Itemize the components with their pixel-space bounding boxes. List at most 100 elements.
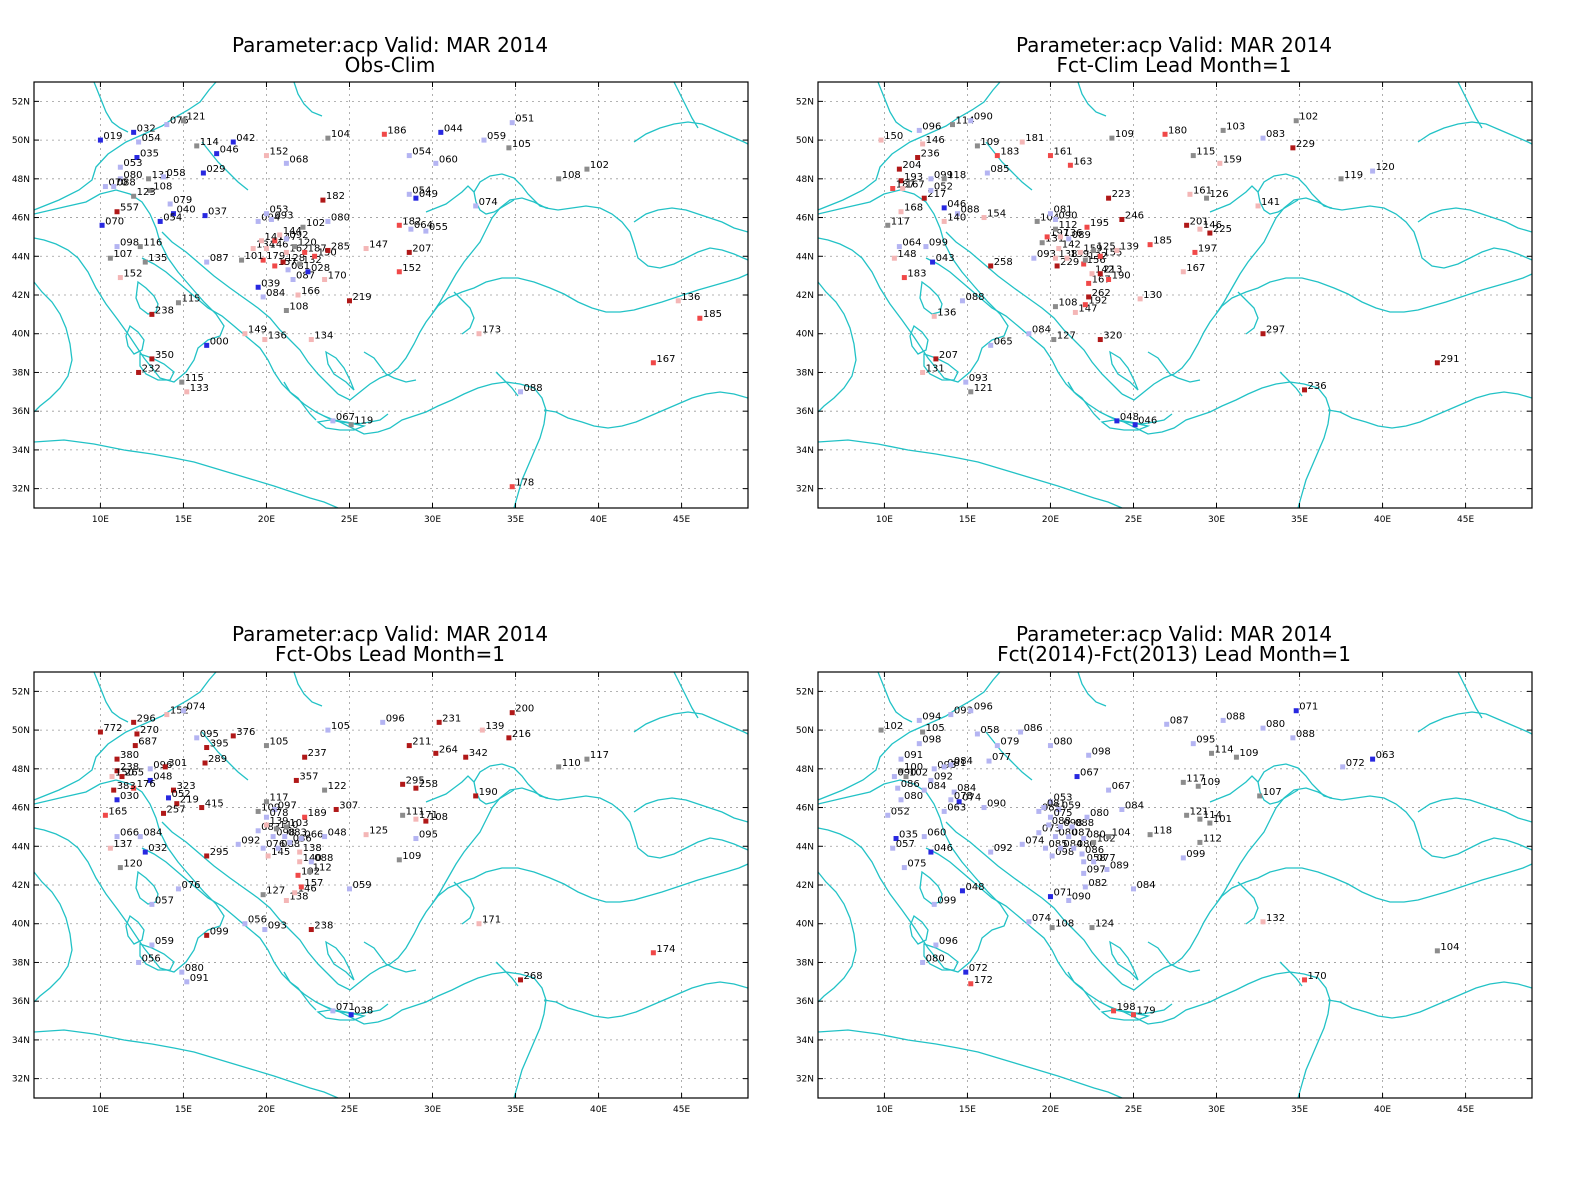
station-marker [330,1008,336,1014]
station-value-label: 170 [1308,971,1327,982]
station-marker [258,238,264,244]
lat-tick-label: 44N [796,252,814,262]
station-marker [473,793,479,799]
station-marker [1042,845,1048,851]
station-marker [1233,754,1239,760]
station-value-label: 081 [947,758,966,769]
station-marker [1209,750,1215,756]
station-marker [1106,195,1112,201]
station-value-label: 072 [1346,758,1365,769]
station-marker [1047,153,1053,159]
station-value-label: 066 [120,828,139,839]
station-value-label: 225 [1213,224,1232,235]
station-marker [262,927,268,933]
station-value-label: 046 [220,145,239,156]
station-marker [180,118,186,124]
station-marker [302,814,308,820]
station-value-label: 083 [261,822,280,833]
station-value-label: 096 [386,713,405,724]
station-value-label: 193 [904,172,923,183]
station-value-label: 037 [208,207,227,218]
station-marker [1106,277,1112,283]
station-marker [97,729,103,735]
station-value-label: 067 [1112,781,1131,792]
station-marker [1370,756,1376,762]
station-value-label: 074 [962,793,981,804]
station-value-label: 019 [103,131,122,142]
station-marker [436,719,442,725]
station-value-label: 075 [170,116,189,127]
station-marker [920,141,926,147]
station-marker [890,186,896,191]
station-value-label: 146 [926,135,945,146]
station-value-label: 080 [1087,830,1106,841]
station-marker [149,942,155,948]
lat-tick-label: 40N [12,330,30,340]
station-marker [260,294,266,300]
station-value-label: 074 [1025,835,1044,846]
lon-tick-label: 40E [590,1105,607,1115]
station-value-label: 217 [927,189,946,200]
station-value-label: 088 [1296,729,1315,740]
station-marker [1180,269,1186,275]
station-marker [131,719,137,725]
panel-fct-diff: Parameter:acp Valid: MAR 2014 Fct(2014)-… [796,622,1533,1115]
lat-tick-label: 48N [796,175,814,185]
station-value-label: 060 [927,828,946,839]
station-marker [136,139,142,145]
station-marker [282,834,288,840]
lon-tick-label: 30E [1208,1105,1225,1115]
station-value-label: 103 [1226,121,1245,132]
lat-tick-label: 42N [796,291,814,301]
station-value-label: 150 [884,131,903,142]
station-value-label: 094 [922,711,941,722]
station-value-label: 086 [1085,845,1104,856]
station-marker [1111,1008,1117,1014]
station-value-label: 098 [922,735,941,746]
station-marker [1074,774,1080,780]
station-value-label: 048 [1120,412,1139,423]
station-marker [933,356,939,362]
station-marker [147,766,153,772]
station-marker [363,246,369,252]
station-marker [114,797,120,803]
station-marker [423,228,429,234]
station-marker [1091,247,1097,253]
lat-tick-label: 50N [12,136,30,146]
station-marker [199,805,205,811]
station-value-label: 091 [190,973,209,984]
station-value-label: 102 [909,768,928,779]
station-marker [114,244,120,250]
lon-tick-label: 15E [175,515,192,525]
station-value-label: 103 [289,818,308,829]
station-marker [916,741,922,747]
station-value-label: 167 [1092,274,1111,285]
station-marker [302,249,308,255]
station-value-label: 070 [108,178,127,189]
station-marker [438,129,444,135]
station-value-label: 114 [1203,810,1222,821]
station-marker [1054,263,1060,269]
station-marker [1079,851,1085,857]
station-marker [297,849,303,855]
panel-title-line1: Parameter:acp Valid: MAR 2014 [232,33,548,57]
lat-tick-label: 36N [796,997,814,1007]
station-marker [898,768,904,774]
station-marker [900,186,906,191]
station-value-label: 142 [1062,240,1081,251]
station-marker [931,901,937,907]
station-value-label: 038 [354,1006,373,1017]
lat-tick-label: 46N [12,214,30,224]
station-marker [901,275,907,281]
station-marker [136,959,142,965]
lon-tick-label: 35E [1291,1105,1308,1115]
station-value-label: 084 [954,756,973,767]
station-value-label: 109 [1201,777,1220,788]
station-marker [175,300,181,306]
station-marker [1370,168,1376,174]
station-marker [117,865,123,871]
station-value-label: 195 [1090,218,1109,229]
station-value-label: 080 [123,170,142,181]
station-marker [136,369,142,375]
